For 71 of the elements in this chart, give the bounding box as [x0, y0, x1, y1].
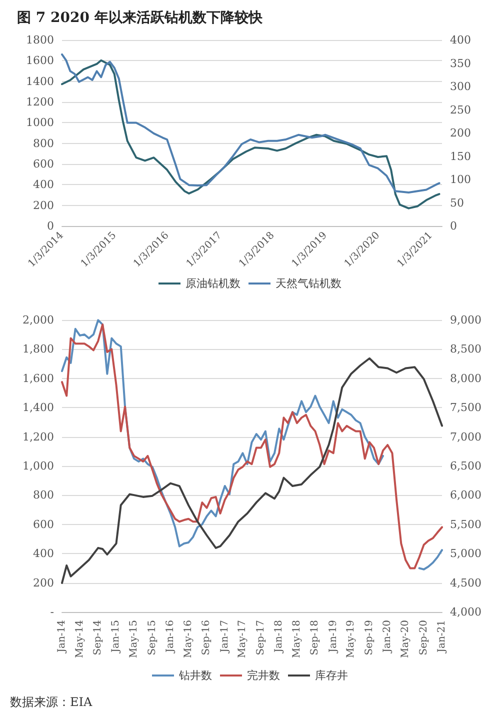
x-tick-label: Sep-20 [418, 620, 430, 656]
y-tick-label: 200 [33, 198, 54, 212]
y2-tick-label: 100 [450, 173, 471, 186]
y-tick-label: 0 [47, 220, 54, 232]
y-tick-label: 1600 [26, 54, 54, 68]
x-tick-label: Sep-16 [201, 620, 212, 656]
y2-tick-label: 7,000 [450, 430, 482, 444]
x-tick-label: May-14 [74, 620, 86, 658]
y-tick-label: 1,200 [22, 430, 54, 444]
y-tick-label: 1800 [26, 34, 54, 46]
y2-tick-label: 5,000 [450, 547, 482, 560]
y-tick-label: 1200 [26, 96, 54, 108]
legend-label: 原油钻机数 [186, 277, 240, 290]
y-tick-label: 1,600 [22, 372, 54, 385]
x-tick-label: May-20 [400, 620, 412, 658]
x-tick-label: Sep-18 [310, 620, 321, 656]
x-tick-label: May-18 [291, 620, 302, 658]
y2-tick-label: 8,000 [450, 372, 482, 385]
x-tick-label: Jan-21 [436, 620, 448, 654]
y2-tick-label: 50 [450, 196, 464, 210]
x-tick-label: Jan-16 [164, 620, 176, 654]
y-tick-label: 600 [33, 518, 54, 531]
x-tick-label: Jan-15 [110, 620, 122, 654]
y2-tick-label: 6,500 [450, 460, 482, 472]
y2-tick-label: 400 [450, 34, 471, 46]
x-tick-label: May-19 [346, 620, 357, 658]
legend-label: 钻井数 [178, 669, 212, 682]
y-tick-label: 800 [33, 136, 54, 150]
x-tick-label: May-16 [182, 620, 194, 658]
y-tick-label: 1,400 [22, 401, 54, 414]
y-tick-label: 400 [33, 178, 54, 192]
chart-title: 图 7 2020 年以来活跃钻机数下降较快 [17, 10, 264, 26]
y2-tick-label: 6,000 [450, 488, 482, 502]
x-tick-label: Sep-14 [92, 620, 104, 656]
y-tick-label: - [50, 606, 54, 618]
x-tick-label: Sep-15 [146, 620, 158, 656]
x-tick-label: May-17 [237, 620, 248, 658]
legend-label: 天然气钻机数 [276, 277, 342, 290]
x-tick-label: May-15 [128, 620, 140, 658]
y-tick-label: 2,000 [22, 314, 54, 326]
y-tick-label: 800 [33, 488, 54, 502]
x-tick-label: Sep-19 [364, 620, 375, 656]
y2-tick-label: 300 [450, 80, 471, 93]
legend-label: 库存井 [315, 669, 348, 682]
y2-tick-label: 5,500 [450, 518, 482, 531]
legend-label: 完井数 [247, 669, 280, 682]
y2-tick-label: 8,500 [450, 342, 482, 356]
x-tick-label: Jan-19 [328, 620, 339, 654]
y-tick-label: 1400 [26, 74, 54, 88]
y2-tick-label: 150 [450, 150, 471, 163]
x-tick-label: Jan-14 [56, 620, 68, 654]
y2-tick-label: 9,000 [450, 314, 482, 326]
y2-tick-label: 250 [450, 103, 471, 116]
y-tick-label: 1,800 [22, 342, 54, 356]
y2-tick-label: 350 [450, 56, 471, 70]
source-note: 数据来源：EIA [10, 695, 92, 709]
x-tick-label: Jan-18 [274, 620, 285, 654]
y-tick-label: 200 [33, 576, 54, 590]
y-tick-label: 1000 [26, 116, 54, 130]
y2-tick-label: 200 [450, 126, 471, 140]
y-tick-label: 1,000 [22, 460, 54, 472]
y2-tick-label: 0 [450, 220, 457, 232]
y-tick-label: 400 [33, 547, 54, 560]
x-tick-label: Jan-20 [382, 620, 394, 654]
y2-tick-label: 4,000 [450, 606, 482, 618]
y-tick-label: 600 [33, 158, 54, 170]
x-tick-label: Jan-17 [219, 620, 230, 654]
x-tick-label: Sep-17 [255, 620, 266, 656]
line-series [61, 357, 443, 584]
y2-tick-label: 4,500 [450, 576, 482, 590]
y2-tick-label: 7,500 [450, 401, 482, 414]
